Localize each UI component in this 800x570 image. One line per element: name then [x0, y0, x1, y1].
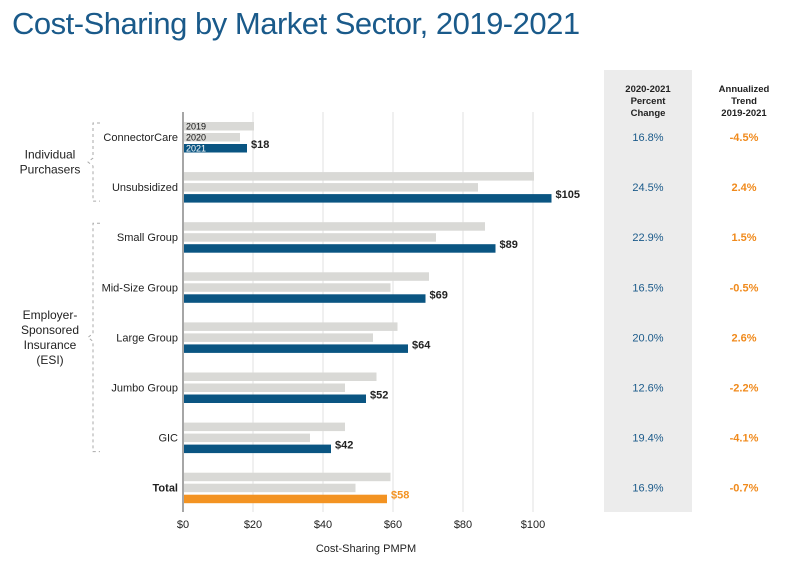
- legend-label-2019: 2019: [186, 122, 206, 132]
- category-label: Large Group: [116, 332, 178, 344]
- pct-change-value: 12.6%: [632, 383, 663, 395]
- pct-change-value: 22.9%: [632, 232, 663, 244]
- trend-value: -0.7%: [730, 483, 759, 495]
- bar-2019: [184, 472, 391, 482]
- trend-value: 2.6%: [731, 332, 756, 344]
- bar-2020: [184, 433, 310, 443]
- trend-value: 2.4%: [731, 182, 756, 194]
- bar-2019: [184, 372, 377, 381]
- bar-2021: [184, 394, 366, 403]
- trend-value: 1.5%: [731, 232, 756, 244]
- bar-2021: [184, 244, 496, 253]
- bar-2019: [184, 172, 534, 181]
- pct-change-value: 16.9%: [632, 483, 663, 495]
- trend-value: -0.5%: [730, 282, 759, 294]
- x-tick-label: $40: [314, 519, 332, 531]
- data-label: $52: [370, 390, 388, 402]
- bar-2020: [184, 233, 436, 242]
- data-label: $42: [335, 440, 353, 452]
- category-label: Unsubsidized: [112, 182, 178, 194]
- bar-2020: [184, 383, 345, 392]
- bar-2021: [184, 194, 552, 203]
- table-panel: [604, 70, 692, 512]
- x-tick-label: $100: [521, 519, 545, 531]
- pct-change-value: 24.5%: [632, 182, 663, 194]
- pct-change-value: 16.8%: [632, 132, 663, 144]
- category-label: Mid-Size Group: [102, 282, 178, 294]
- data-label: $64: [412, 339, 431, 351]
- bar-2021: [184, 444, 331, 454]
- x-tick-label: $60: [384, 519, 402, 531]
- category-label: ConnectorCare: [103, 132, 178, 144]
- bar-2019: [184, 422, 345, 432]
- bar-2019: [184, 222, 485, 231]
- x-tick-label: $0: [177, 519, 189, 531]
- pct-change-value: 20.0%: [632, 332, 663, 344]
- pct-change-header: Change: [631, 108, 666, 119]
- data-label: $69: [430, 289, 448, 301]
- data-label: $89: [500, 239, 518, 251]
- bar-2021: [184, 494, 387, 504]
- group-label: Employer-Sponsored Insurance (ESI): [21, 308, 79, 367]
- x-axis-label: Cost-Sharing PMPM: [316, 543, 416, 555]
- legend-label-2020: 2020: [186, 133, 206, 143]
- trend-header: Trend: [731, 96, 757, 107]
- bar-2019: [184, 122, 254, 131]
- data-label: $18: [251, 139, 269, 151]
- bar-2019: [184, 272, 429, 281]
- bar-2020: [184, 133, 240, 142]
- data-label: $105: [556, 189, 580, 201]
- trend-value: -4.5%: [730, 132, 759, 144]
- category-label: Small Group: [117, 232, 178, 244]
- chart-title: Cost-Sharing by Market Sector, 2019-2021: [12, 6, 580, 41]
- bar-2020: [184, 183, 478, 192]
- pct-change-header: 2020-2021: [625, 84, 671, 95]
- group-label: Individual Purchasers: [20, 148, 81, 177]
- bar-2020: [184, 283, 391, 292]
- bar-2020: [184, 333, 373, 342]
- bar-2021: [184, 344, 408, 353]
- category-label: GIC: [158, 433, 178, 445]
- trend-header: Annualized: [719, 84, 770, 95]
- group-bracket: [87, 222, 100, 453]
- x-tick-label: $80: [454, 519, 472, 531]
- data-label: $58: [391, 490, 409, 502]
- bar-2021: [184, 144, 247, 153]
- trend-value: -4.1%: [730, 433, 759, 445]
- category-label: Total: [153, 483, 178, 495]
- pct-change-value: 16.5%: [632, 282, 663, 294]
- legend-label-2021: 2021: [186, 144, 206, 154]
- pct-change-value: 19.4%: [632, 433, 663, 445]
- bar-2019: [184, 322, 398, 331]
- x-tick-label: $20: [244, 519, 262, 531]
- group-bracket: [87, 122, 100, 202]
- trend-header: 2019-2021: [721, 108, 767, 119]
- category-label: Jumbo Group: [111, 383, 178, 395]
- bar-2021: [184, 294, 426, 303]
- bar-2020: [184, 483, 356, 493]
- trend-value: -2.2%: [730, 383, 759, 395]
- pct-change-header: Percent: [631, 96, 667, 107]
